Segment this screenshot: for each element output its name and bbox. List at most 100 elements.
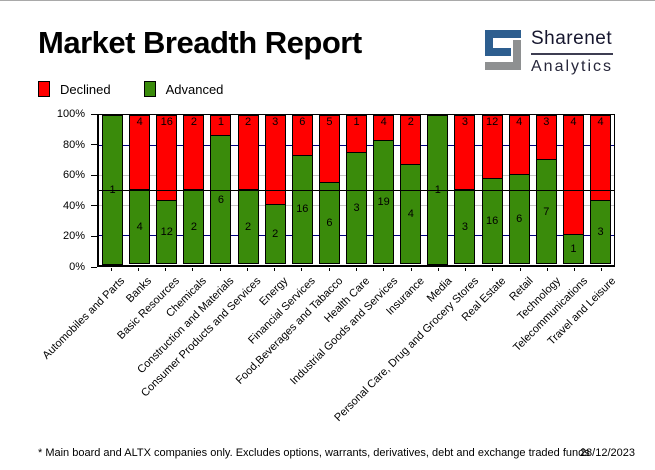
- declined-value-label: 5: [326, 116, 333, 128]
- declined-value-label: 2: [190, 116, 197, 128]
- advanced-segment: 6: [210, 135, 232, 264]
- advanced-value-label: 6: [217, 193, 225, 206]
- advanced-value-label: 3: [353, 201, 360, 214]
- declined-value-label: 4: [380, 116, 387, 128]
- declined-value-label: 2: [245, 116, 252, 128]
- advanced-swatch: [143, 81, 156, 97]
- declined-value-label: 16: [160, 116, 173, 128]
- advanced-segment: 4: [129, 189, 151, 264]
- advanced-segment: 2: [183, 189, 205, 264]
- y-tick-mark: [91, 174, 97, 176]
- declined-value-label: 4: [597, 116, 604, 128]
- advanced-value-label: 6: [326, 217, 333, 230]
- y-tick-mark: [91, 266, 97, 268]
- bar-financial-services: 6 16: [291, 115, 313, 265]
- declined-value-label: 2: [407, 116, 414, 128]
- x-tick-mark: [519, 268, 521, 271]
- advanced-value-label: 7: [543, 205, 550, 218]
- declined-segment: 2: [183, 115, 205, 190]
- footnote: * Main board and ALTX companies only. Ex…: [38, 447, 590, 459]
- advanced-value-label: 3: [597, 225, 604, 238]
- chart-legend: Declined Advanced: [38, 81, 223, 97]
- advanced-segment: 1: [562, 234, 584, 264]
- advanced-segment: 7: [535, 159, 557, 264]
- advanced-value-label: 1: [570, 243, 577, 255]
- advanced-value-label: 6: [516, 213, 523, 225]
- x-tick-mark: [137, 268, 139, 271]
- advanced-segment: 6: [508, 174, 530, 264]
- x-tick-mark: [110, 268, 112, 271]
- advanced-value-label: 2: [190, 220, 197, 233]
- advanced-segment: 16: [291, 154, 313, 264]
- advanced-segment: 16: [481, 178, 503, 264]
- advanced-value-label: 16: [296, 203, 309, 216]
- declined-segment: 6: [291, 115, 313, 156]
- bar-slot: 4 19: [370, 115, 397, 265]
- declined-swatch: [38, 81, 50, 97]
- declined-segment: 4: [508, 115, 530, 175]
- declined-segment: 1: [346, 115, 368, 153]
- advanced-segment: 3: [346, 151, 368, 264]
- y-tick-label: 20%: [62, 230, 85, 243]
- declined-segment: 3: [535, 115, 557, 160]
- bar-industrial-goods-and-services: 4 19: [373, 115, 395, 265]
- sharenet-logo-icon: [485, 30, 521, 70]
- declined-segment: 3: [264, 115, 286, 205]
- bar-slot: 6 16: [289, 115, 316, 265]
- declined-segment: 4: [590, 115, 612, 201]
- gridline-50: [99, 190, 614, 191]
- advanced-value-label: 16: [485, 215, 499, 228]
- y-tick-label: 60%: [62, 169, 85, 182]
- advanced-value-label: 2: [245, 220, 252, 233]
- x-category-label: Automobiles and Parts: [40, 275, 128, 362]
- bar-slot: 12 16: [479, 115, 506, 265]
- legend-item-declined: Declined: [38, 81, 111, 97]
- bar-slot: 16 12: [153, 115, 180, 265]
- legend-item-advanced: Advanced: [143, 81, 224, 97]
- y-tick-mark: [91, 144, 97, 146]
- declined-segment: 3: [454, 115, 476, 190]
- y-tick-label: 80%: [62, 138, 85, 151]
- x-tick-mark: [301, 268, 303, 271]
- declined-segment: 4: [129, 115, 151, 190]
- advanced-segment: 19: [373, 140, 395, 264]
- advanced-value-label: 4: [407, 208, 414, 220]
- sharenet-logo-text: Sharenet Analytics: [531, 28, 614, 76]
- y-tick-label: 100%: [56, 108, 85, 120]
- x-axis-labels: Automobiles and Parts Banks Basic Resource…: [40, 272, 617, 432]
- advanced-value-label: 12: [160, 225, 173, 238]
- x-tick-mark: [274, 268, 276, 271]
- advanced-segment: 6: [318, 182, 340, 264]
- x-tick-mark: [437, 268, 439, 271]
- x-tick-mark: [492, 268, 494, 271]
- y-tick-mark: [91, 205, 97, 207]
- x-tick-mark: [546, 268, 548, 271]
- legend-advanced-label: Advanced: [165, 81, 224, 97]
- declined-value-label: 3: [543, 116, 550, 128]
- bar-basic-resources: 16 12: [156, 115, 178, 265]
- declined-segment: 1: [210, 115, 232, 137]
- y-tick-label: 40%: [62, 199, 85, 212]
- advanced-value-label: 2: [272, 228, 279, 240]
- declined-segment: 2: [237, 115, 259, 190]
- y-axis: 100% 80% 60% 40% 20% 0%: [0, 108, 97, 273]
